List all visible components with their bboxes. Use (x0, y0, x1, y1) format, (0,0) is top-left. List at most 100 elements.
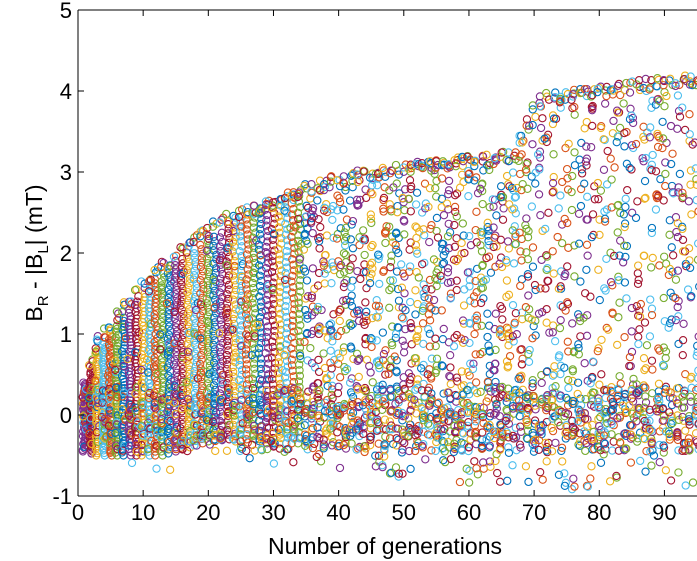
data-point (669, 251, 678, 260)
data-point (551, 438, 560, 448)
data-point (548, 247, 557, 256)
data-point (106, 447, 115, 456)
data-point (354, 372, 363, 382)
data-point (400, 438, 409, 448)
data-point (538, 475, 547, 484)
data-point (205, 352, 214, 361)
data-point (673, 91, 683, 100)
data-point (172, 323, 181, 332)
data-point (216, 265, 226, 274)
data-point (302, 276, 312, 285)
data-point (164, 371, 173, 380)
data-point (495, 477, 505, 486)
data-point (164, 339, 173, 348)
data-point (419, 280, 428, 289)
data-point (606, 154, 615, 163)
data-point (385, 303, 394, 312)
data-point (567, 205, 577, 215)
data-point (381, 238, 390, 248)
data-point (574, 239, 584, 248)
data-point (184, 292, 194, 301)
data-point (196, 240, 205, 250)
data-point (582, 265, 591, 275)
data-point (178, 254, 187, 264)
data-point (412, 188, 422, 197)
data-point (177, 339, 186, 348)
data-point (300, 337, 309, 347)
data-point (432, 213, 442, 223)
data-point (524, 357, 534, 367)
y-axis-label-base: B (21, 306, 47, 321)
data-point (306, 343, 315, 353)
data-point (661, 466, 671, 475)
data-point (362, 283, 371, 293)
data-point (183, 356, 192, 366)
data-point (647, 461, 656, 470)
data-point (163, 269, 172, 278)
data-point (191, 262, 201, 271)
data-points (78, 71, 697, 494)
data-point (156, 330, 165, 339)
data-point (558, 457, 567, 466)
x-tick-label: 20 (196, 500, 220, 525)
data-point (521, 462, 531, 471)
data-point (150, 314, 160, 323)
data-point (411, 200, 421, 209)
data-point (658, 143, 667, 153)
data-point (132, 300, 141, 310)
data-point (197, 245, 206, 254)
data-point (126, 334, 135, 344)
data-point (157, 262, 166, 272)
data-point (600, 99, 610, 108)
data-point (157, 257, 166, 266)
data-point (150, 443, 159, 452)
data-point (620, 278, 630, 287)
data-point (171, 256, 180, 266)
data-point (353, 177, 363, 187)
data-point (498, 315, 507, 324)
data-point (178, 356, 187, 365)
data-point (163, 407, 172, 417)
x-tick-label: 60 (457, 500, 481, 525)
data-point (530, 280, 540, 290)
data-point (158, 309, 167, 318)
data-point (411, 310, 420, 319)
data-point (316, 457, 326, 466)
data-point (135, 327, 144, 337)
data-point (588, 210, 598, 219)
data-point (204, 325, 213, 335)
data-point (367, 218, 376, 228)
data-point (139, 439, 149, 448)
data-point (666, 476, 676, 485)
data-point (667, 243, 676, 252)
data-point (381, 432, 390, 441)
data-point (198, 428, 207, 437)
data-point (375, 279, 384, 289)
data-point (425, 237, 434, 247)
data-point (178, 347, 188, 357)
data-point (156, 432, 165, 442)
data-point (203, 348, 213, 357)
data-point (531, 112, 540, 122)
data-point (144, 287, 154, 296)
data-point (568, 319, 577, 328)
data-point (203, 245, 212, 254)
x-tick-label: 70 (522, 500, 546, 525)
data-point (569, 474, 578, 483)
data-point (177, 322, 186, 331)
data-point (688, 478, 697, 487)
data-point (496, 182, 506, 191)
data-point (654, 379, 664, 388)
data-point (627, 327, 636, 336)
data-point (534, 190, 544, 199)
data-point (671, 275, 681, 284)
data-point (491, 309, 500, 318)
data-point (222, 446, 232, 455)
data-point (211, 376, 221, 385)
data-point (605, 477, 615, 486)
data-point (204, 231, 213, 241)
data-point (534, 445, 543, 455)
data-point (159, 370, 168, 379)
data-point (367, 242, 376, 252)
